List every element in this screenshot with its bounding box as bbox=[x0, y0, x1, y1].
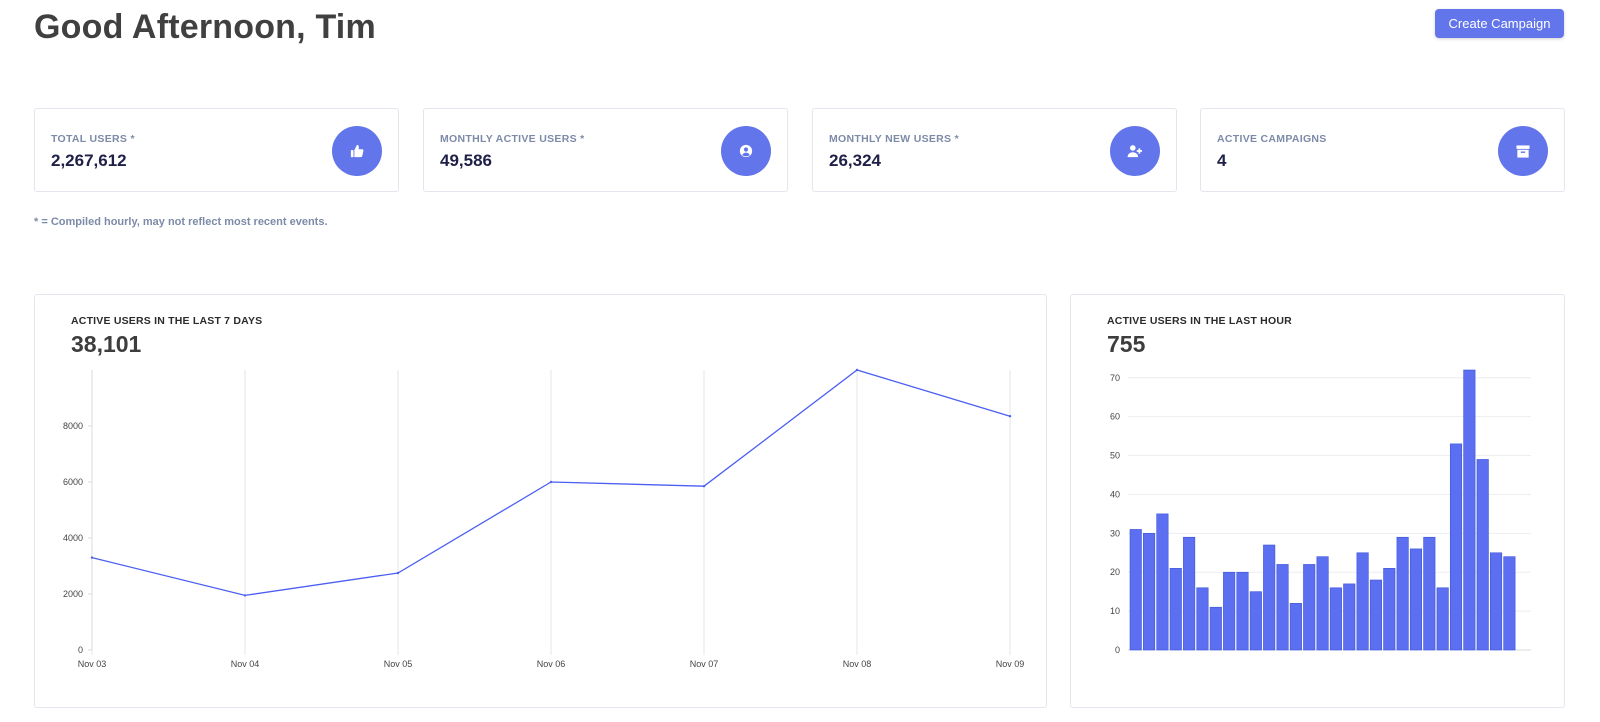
y-tick-label: 8000 bbox=[63, 421, 83, 431]
bar bbox=[1289, 603, 1302, 651]
bar-chart-card: ACTIVE USERS IN THE LAST HOUR 755 0 10 20 3… bbox=[1070, 294, 1565, 708]
bar bbox=[1156, 513, 1169, 651]
data-point bbox=[855, 368, 859, 372]
y-tick-label: 0 bbox=[78, 645, 83, 655]
thumbs-up-icon bbox=[332, 126, 382, 176]
stat-label: MONTHLY NEW USERS * bbox=[829, 133, 959, 145]
bar bbox=[1303, 564, 1316, 651]
bar bbox=[1169, 568, 1182, 651]
line-chart: Nov 03 Nov 04 Nov 05 Nov 06 Nov 07 Nov 08 Nov … bbox=[63, 368, 1025, 669]
bar bbox=[1423, 536, 1436, 651]
stat-value: 49,586 bbox=[440, 151, 492, 170]
bar bbox=[1276, 564, 1289, 651]
y-tick-label: 60 bbox=[1110, 412, 1120, 422]
data-point bbox=[90, 556, 94, 559]
bar bbox=[1183, 536, 1196, 651]
bar bbox=[1263, 544, 1276, 651]
footnote: * = Compiled hourly, may not reflect mos… bbox=[34, 216, 328, 228]
stat-card-active-campaigns: ACTIVE CAMPAIGNS 4 bbox=[1200, 108, 1565, 192]
bar bbox=[1143, 533, 1156, 651]
stat-value: 26,324 bbox=[829, 151, 881, 170]
bar bbox=[1490, 552, 1503, 651]
chart-total: 755 bbox=[1107, 331, 1146, 357]
x-tick-label: Nov 03 bbox=[78, 659, 107, 669]
bar bbox=[1409, 548, 1423, 651]
y-tick-label: 40 bbox=[1110, 489, 1120, 499]
x-tick-label: Nov 07 bbox=[690, 659, 719, 669]
chart-title: ACTIVE USERS IN THE LAST 7 DAYS bbox=[71, 315, 263, 327]
stat-value: 4 bbox=[1217, 151, 1227, 170]
y-tick-label: 0 bbox=[1115, 645, 1120, 655]
bar bbox=[1196, 587, 1209, 651]
user-circle-icon bbox=[721, 126, 771, 176]
stat-label: MONTHLY ACTIVE USERS * bbox=[440, 133, 585, 145]
stat-value: 2,267,612 bbox=[51, 151, 127, 170]
y-tick-label: 2000 bbox=[63, 589, 83, 599]
data-point bbox=[243, 594, 247, 597]
y-tick-label: 6000 bbox=[63, 477, 83, 487]
archive-icon bbox=[1498, 126, 1548, 176]
y-tick-label: 50 bbox=[1110, 451, 1120, 461]
bar bbox=[1369, 579, 1382, 651]
data-point bbox=[549, 480, 553, 484]
x-tick-label: Nov 08 bbox=[843, 659, 872, 669]
data-point bbox=[396, 571, 400, 575]
stat-label: ACTIVE CAMPAIGNS bbox=[1217, 133, 1327, 145]
line-chart-card: ACTIVE USERS IN THE LAST 7 DAYS 38,101 N… bbox=[34, 294, 1047, 708]
y-tick-label: 20 bbox=[1110, 567, 1120, 577]
bar bbox=[1476, 459, 1489, 651]
user-plus-icon bbox=[1110, 126, 1160, 176]
x-tick-label: Nov 04 bbox=[231, 659, 260, 669]
chart-title: ACTIVE USERS IN THE LAST HOUR bbox=[1107, 315, 1292, 327]
bar-chart: 0 10 20 30 40 50 60 70 bbox=[1110, 369, 1531, 655]
x-tick-label: Nov 09 bbox=[996, 659, 1025, 669]
bar bbox=[1449, 443, 1463, 651]
chart-total: 38,101 bbox=[71, 331, 142, 357]
stat-card-monthly-active-users: MONTHLY ACTIVE USERS * 49,586 bbox=[423, 108, 788, 192]
bar bbox=[1223, 571, 1236, 651]
bar bbox=[1343, 583, 1356, 651]
y-tick-label: 4000 bbox=[63, 533, 83, 543]
data-point bbox=[702, 485, 706, 488]
page-title: Good Afternoon, Tim bbox=[34, 8, 376, 46]
bar bbox=[1503, 556, 1516, 651]
stat-card-total-users: TOTAL USERS * 2,267,612 bbox=[34, 108, 399, 192]
bar bbox=[1316, 556, 1329, 651]
bar bbox=[1396, 536, 1409, 651]
bar bbox=[1249, 591, 1262, 651]
bar bbox=[1463, 369, 1476, 651]
bar bbox=[1129, 529, 1142, 651]
bar bbox=[1209, 606, 1222, 651]
bar bbox=[1329, 587, 1342, 651]
x-tick-label: Nov 06 bbox=[537, 659, 566, 669]
create-campaign-button[interactable]: Create Campaign bbox=[1435, 9, 1564, 38]
y-tick-label: 30 bbox=[1110, 528, 1120, 538]
bar bbox=[1436, 587, 1449, 651]
bar bbox=[1383, 568, 1396, 651]
x-tick-label: Nov 05 bbox=[384, 659, 413, 669]
data-point bbox=[1008, 415, 1012, 418]
y-tick-label: 70 bbox=[1110, 373, 1120, 383]
bar bbox=[1236, 571, 1249, 651]
stat-card-monthly-new-users: MONTHLY NEW USERS * 26,324 bbox=[812, 108, 1177, 192]
stat-label: TOTAL USERS * bbox=[51, 133, 135, 145]
bar bbox=[1356, 552, 1369, 651]
y-tick-label: 10 bbox=[1110, 606, 1120, 616]
